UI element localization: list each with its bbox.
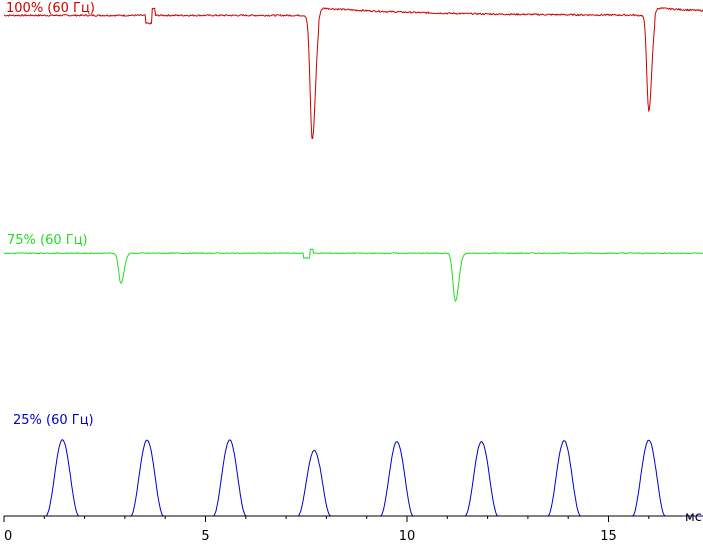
x-tick-label-10: 10 bbox=[399, 529, 416, 544]
x-tick-label-5: 5 bbox=[201, 529, 209, 544]
series-line-75 bbox=[3, 248, 703, 302]
x-tick-label-0: 0 bbox=[4, 529, 12, 544]
series-line-100 bbox=[3, 7, 703, 140]
x-axis-unit: мс bbox=[685, 510, 702, 525]
x-axis-ticks: 051015202530 bbox=[3, 516, 690, 544]
x-tick-label-15: 15 bbox=[600, 529, 617, 544]
series-label-100: 100% (60 Гц) bbox=[6, 1, 95, 16]
series-label-75: 75% (60 Гц) bbox=[7, 233, 88, 248]
traces-group bbox=[3, 7, 703, 517]
x-axis: 051015202530 мс bbox=[3, 510, 702, 544]
series-labels-group: 100% (60 Гц) 75% (60 Гц) 25% (60 Гц) bbox=[6, 1, 95, 428]
series-label-25: 25% (60 Гц) bbox=[13, 413, 94, 428]
series-line-25 bbox=[4, 439, 703, 517]
